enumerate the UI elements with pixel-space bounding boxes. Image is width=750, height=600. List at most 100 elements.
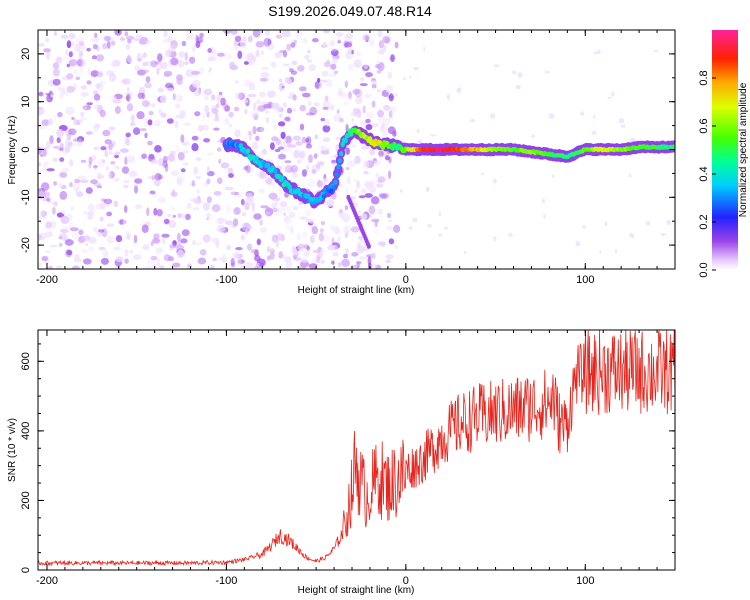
noise-blob: [251, 108, 259, 117]
noise-blob: [376, 70, 382, 74]
noise-blob: [278, 82, 284, 92]
noise-blob: [251, 141, 259, 150]
noise-blob: [180, 238, 188, 244]
noise-blob: [380, 194, 388, 200]
noise-blob: [354, 96, 363, 105]
noise-blob: [338, 208, 343, 214]
noise-blob: [137, 58, 142, 62]
noise-blob: [172, 214, 176, 218]
noise-blob: [150, 241, 154, 247]
noise-blob: [90, 179, 98, 185]
noise-blob: [136, 111, 145, 120]
noise-blob: [320, 259, 325, 264]
noise-blob: [93, 104, 102, 110]
track-point: [287, 184, 292, 190]
noise-blob: [86, 80, 92, 85]
noise-blob: [106, 70, 115, 76]
noise-blob: [377, 30, 383, 38]
noise-blob: [331, 260, 335, 265]
noise-blob: [81, 248, 89, 254]
noise-blob: [42, 148, 47, 157]
noise-blob: [147, 119, 153, 126]
noise-blob: [275, 34, 283, 39]
noise-blob: [631, 234, 635, 239]
noise-blob: [330, 104, 335, 111]
noise-blob: [185, 69, 194, 78]
noise-blob: [371, 218, 380, 223]
noise-blob: [52, 62, 60, 70]
noise-blob: [225, 204, 232, 213]
noise-blob: [348, 91, 352, 100]
noise-blob: [373, 228, 379, 234]
track-point: [254, 155, 259, 161]
colorbar-tick-label: 0.0: [698, 262, 710, 277]
noise-blob: [370, 196, 380, 205]
noise-blob: [251, 202, 255, 212]
noise-blob: [270, 61, 277, 68]
noise-blob: [166, 118, 174, 124]
noise-blob: [384, 156, 390, 161]
noise-blob: [304, 244, 309, 249]
noise-blob: [59, 190, 68, 200]
noise-blob: [181, 141, 190, 146]
noise-blob: [211, 107, 219, 115]
noise-blob: [237, 50, 243, 59]
noise-blob: [330, 63, 337, 70]
noise-blob: [68, 33, 76, 40]
noise-blob: [653, 49, 659, 53]
noise-blob: [186, 30, 193, 39]
noise-blob: [335, 32, 344, 37]
noise-blob: [220, 97, 226, 106]
noise-blob: [359, 256, 367, 260]
noise-blob: [515, 85, 521, 90]
noise-blob: [354, 88, 363, 98]
noise-blob: [192, 239, 196, 246]
noise-blob: [338, 92, 348, 99]
noise-blob: [82, 105, 92, 111]
noise-blob: [226, 244, 232, 251]
noise-blob: [399, 189, 403, 193]
noise-blob: [277, 146, 285, 150]
noise-blob: [88, 156, 93, 165]
noise-blob: [235, 247, 243, 251]
noise-blob: [111, 140, 116, 147]
noise-blob: [376, 183, 384, 188]
noise-blob: [178, 51, 185, 58]
noise-blob: [329, 225, 335, 231]
noise-blob: [92, 154, 97, 161]
snr-axes: -200 -100 0 100 0 200 400 600: [20, 330, 676, 587]
noise-blob: [630, 137, 636, 143]
spectrogram-ylabel: Frequency (Hz): [7, 116, 18, 185]
noise-blob: [252, 125, 257, 135]
noise-blob: [250, 113, 255, 118]
noise-blob: [126, 55, 133, 63]
noise-blob: [83, 105, 87, 110]
noise-blob: [186, 35, 195, 41]
noise-blob: [57, 111, 63, 118]
noise-blob: [151, 174, 156, 181]
snr-y-tick-label: 0: [20, 567, 32, 573]
noise-blob: [295, 30, 303, 37]
noise-blob: [291, 247, 298, 256]
noise-blob: [231, 190, 235, 196]
noise-blob: [126, 87, 130, 92]
noise-blob: [163, 30, 168, 38]
noise-blob: [64, 239, 74, 246]
noise-blob: [211, 237, 219, 244]
noise-blob: [508, 232, 513, 237]
noise-blob: [104, 139, 113, 145]
noise-blob: [125, 95, 129, 101]
noise-blob: [38, 262, 42, 268]
noise-blob: [77, 136, 85, 143]
noise-blob: [353, 178, 358, 182]
noise-blob: [60, 34, 69, 39]
noise-blob: [299, 123, 305, 131]
noise-blob: [284, 216, 290, 223]
noise-blob: [234, 35, 242, 42]
noise-blob: [48, 265, 53, 269]
noise-blob: [388, 110, 393, 118]
noise-blob: [362, 160, 370, 169]
noise-blob: [38, 146, 43, 155]
noise-blob: [290, 42, 296, 48]
noise-blob: [52, 78, 61, 86]
